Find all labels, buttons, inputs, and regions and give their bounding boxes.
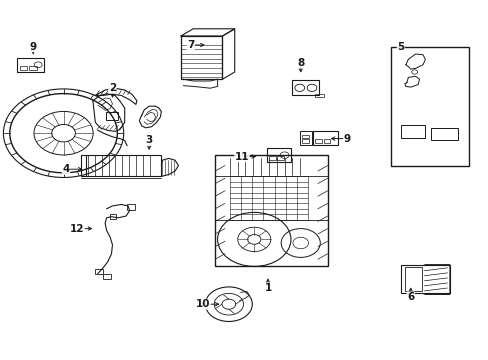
- Bar: [20, 66, 27, 70]
- Text: 6: 6: [407, 292, 413, 302]
- Bar: [181, 36, 222, 79]
- Bar: [302, 139, 308, 143]
- Bar: [85, 155, 161, 176]
- Bar: [312, 131, 338, 145]
- Text: 9: 9: [30, 42, 37, 52]
- Bar: [390, 47, 468, 166]
- Bar: [430, 128, 457, 140]
- Bar: [95, 269, 103, 274]
- Bar: [400, 265, 449, 293]
- Bar: [302, 135, 308, 138]
- Text: 7: 7: [186, 40, 194, 50]
- Bar: [126, 204, 135, 210]
- Text: 12: 12: [70, 224, 84, 234]
- Bar: [106, 112, 118, 120]
- Bar: [323, 139, 329, 143]
- Bar: [102, 274, 110, 279]
- Text: 8: 8: [297, 58, 304, 68]
- Bar: [266, 148, 291, 162]
- Text: 9: 9: [343, 134, 350, 144]
- Bar: [269, 156, 275, 160]
- Bar: [400, 125, 425, 138]
- Text: 10: 10: [195, 299, 210, 309]
- Bar: [300, 131, 311, 145]
- Text: 2: 2: [109, 83, 116, 93]
- Bar: [292, 80, 319, 95]
- Bar: [17, 58, 44, 72]
- Bar: [277, 156, 283, 160]
- Bar: [404, 267, 421, 291]
- Text: 1: 1: [264, 283, 271, 293]
- Text: 11: 11: [234, 152, 249, 162]
- Bar: [29, 66, 37, 70]
- Bar: [215, 155, 327, 266]
- Bar: [314, 94, 323, 97]
- Bar: [315, 139, 321, 143]
- Text: 3: 3: [145, 135, 152, 145]
- Text: 5: 5: [397, 42, 404, 52]
- Bar: [109, 214, 116, 219]
- Text: 4: 4: [62, 164, 70, 174]
